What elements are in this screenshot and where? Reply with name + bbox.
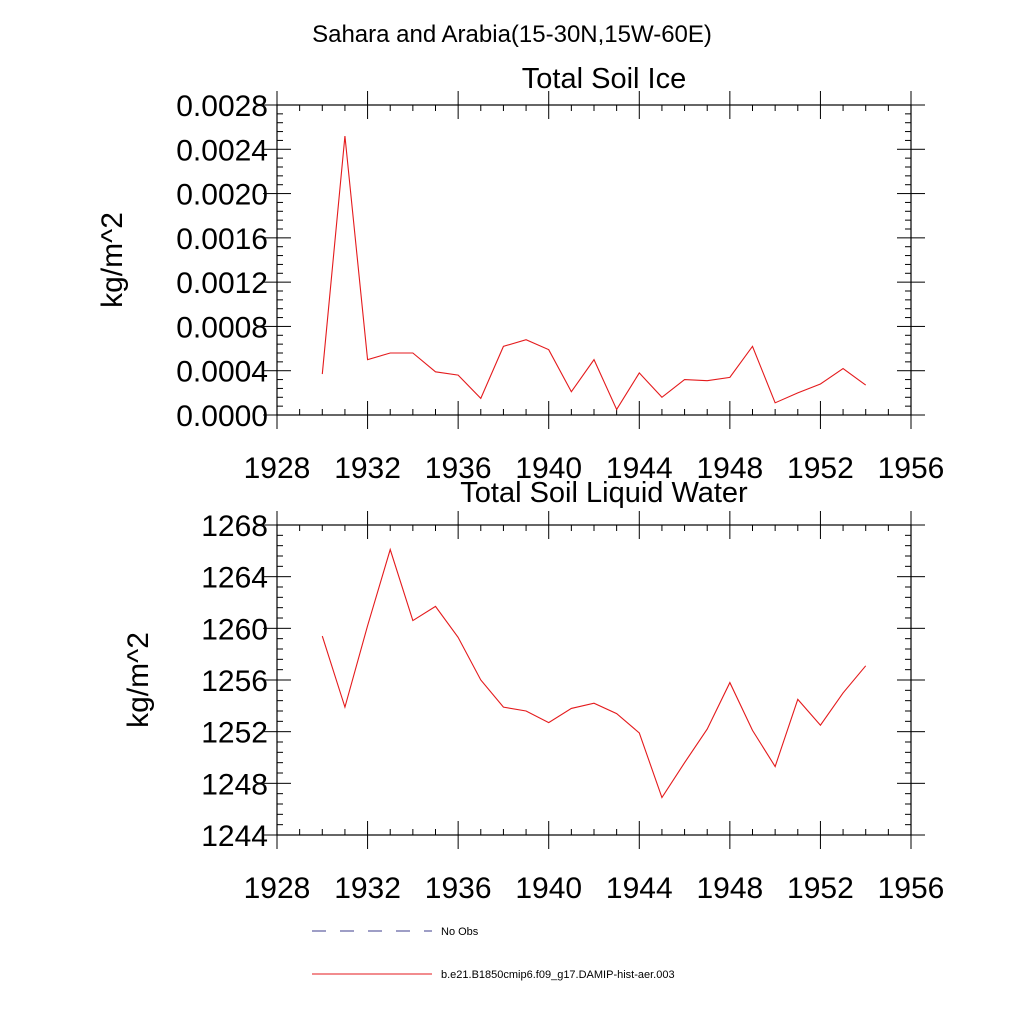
legend-item-0: No Obs — [312, 926, 479, 938]
y-axis-label-1: kg/m^2 — [122, 632, 155, 728]
panel-title-1: Total Soil Liquid Water — [460, 477, 748, 509]
y-tick-label-1-6: 1268 — [201, 510, 268, 543]
x-tick-label-0-7: 1956 — [878, 452, 945, 485]
x-tick-label-0-6: 1952 — [787, 452, 854, 485]
x-tick-label-1-0: 1928 — [244, 872, 311, 905]
x-tick-label-1-6: 1952 — [787, 872, 854, 905]
y-tick-label-1-2: 1252 — [201, 717, 268, 750]
y-tick-label-0-2: 0.0008 — [176, 311, 268, 344]
x-tick-label-0-5: 1948 — [696, 452, 763, 485]
legend: No Obs b.e21.B1850cmip6.f09_g17.DAMIP-hi… — [312, 926, 675, 981]
y-tick-label-0-0: 0.0000 — [176, 400, 268, 433]
x-tick-label-0-1: 1932 — [334, 452, 401, 485]
x-tick-label-1-2: 1936 — [425, 872, 492, 905]
y-tick-label-0-3: 0.0012 — [176, 267, 268, 300]
x-tick-label-0-4: 1944 — [606, 452, 673, 485]
y-tick-label-1-0: 1244 — [201, 820, 268, 853]
figure-main-title: Sahara and Arabia(15-30N,15W-60E) — [312, 21, 712, 48]
panel-title-0: Total Soil Ice — [522, 63, 686, 95]
x-tick-label-0-3: 1940 — [515, 452, 582, 485]
y-axis-label-0: kg/m^2 — [96, 212, 129, 308]
plot-frame-0 — [276, 104, 912, 416]
legend-label-0: No Obs — [441, 926, 479, 938]
y-tick-label-1-1: 1248 — [201, 768, 268, 801]
legend-label-1: b.e21.B1850cmip6.f09_g17.DAMIP-hist-aer.… — [441, 969, 675, 981]
y-tick-label-0-4: 0.0016 — [176, 223, 268, 256]
x-tick-label-1-5: 1948 — [696, 872, 763, 905]
series-line-1-0 — [321, 547, 867, 799]
x-tick-label-0-0: 1928 — [244, 452, 311, 485]
y-tick-label-1-3: 1256 — [201, 665, 268, 698]
x-tick-label-1-7: 1956 — [878, 872, 945, 905]
x-tick-label-1-3: 1940 — [515, 872, 582, 905]
y-tick-label-1-4: 1260 — [201, 613, 268, 646]
legend-item-1: b.e21.B1850cmip6.f09_g17.DAMIP-hist-aer.… — [312, 969, 675, 981]
y-tick-label-0-5: 0.0020 — [176, 179, 268, 212]
x-tick-label-1-4: 1944 — [606, 872, 673, 905]
x-tick-label-0-2: 1936 — [425, 452, 492, 485]
panel-total-soil-liquid-water: Total Soil Liquid Water kg/m^2 1928 1932 1… — [122, 477, 944, 905]
y-tick-label-1-5: 1264 — [201, 562, 268, 595]
panel-total-soil-ice: Total Soil Ice kg/m^2 1928 1932 1936 1940 19… — [96, 63, 944, 485]
x-tick-label-1-1: 1932 — [334, 872, 401, 905]
y-tick-label-0-7: 0.0028 — [176, 90, 268, 123]
y-tick-label-0-6: 0.0024 — [176, 134, 268, 167]
series-line-0-0 — [321, 135, 867, 411]
plot-frame-1 — [276, 524, 912, 836]
y-tick-label-0-1: 0.0004 — [176, 356, 268, 389]
